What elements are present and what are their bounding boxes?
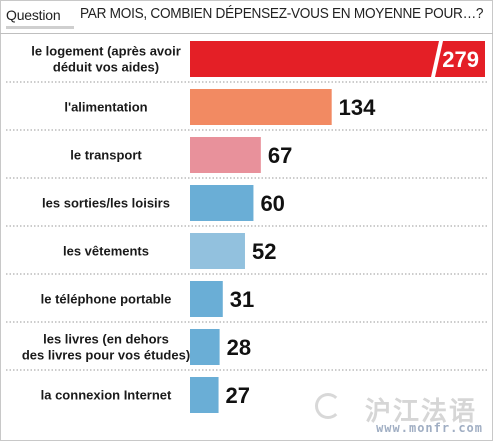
value-label: 52	[252, 239, 276, 264]
category-label: les vêtements	[63, 244, 149, 259]
bar	[190, 281, 223, 317]
watermark-url: www.monfr.com	[376, 421, 483, 435]
category-label: le transport	[70, 148, 142, 163]
bar-row: la connexion Internet 27	[41, 377, 250, 413]
bar-row: le logement (après avoir déduit vos aides…	[6, 41, 487, 83]
category-label: la connexion Internet	[41, 388, 172, 403]
question-label: Question	[6, 7, 61, 23]
value-label: 134	[339, 95, 376, 120]
value-label: 28	[227, 335, 251, 360]
bar	[190, 137, 261, 173]
bar	[190, 185, 254, 221]
value-label: 27	[226, 383, 250, 408]
bar	[190, 89, 332, 125]
value-label: 60	[260, 191, 284, 216]
question-header: Question PAR MOIS, COMBIEN DÉPENSEZ-VOUS…	[0, 0, 493, 34]
bar-row: l'alimentation 134	[6, 89, 487, 131]
bar-row: les vêtements 52	[6, 233, 487, 275]
bar-row: le transport 67	[6, 137, 487, 179]
bar-chart: le logement (après avoir déduit vos aides…	[6, 41, 487, 413]
bar-slash	[431, 41, 443, 77]
value-label: 31	[230, 287, 254, 312]
category-label: le téléphone portable	[41, 292, 172, 307]
category-label: le logement (après avoir déduit vos aides…	[31, 44, 181, 75]
watermark-text: 沪江法语	[364, 397, 477, 427]
bar-row: les sorties/les loisirs 60	[6, 185, 487, 227]
watermark: 沪江法语 www.monfr.com	[307, 391, 487, 435]
bar	[190, 329, 220, 365]
value-label: 279	[442, 47, 479, 72]
bar	[190, 233, 245, 269]
category-label: les livres (en dehors des livres pour vos…	[22, 332, 190, 363]
question-text: PAR MOIS, COMBIEN DÉPENSEZ-VOUS EN MOYEN…	[80, 6, 484, 22]
category-label: les sorties/les loisirs	[42, 196, 170, 211]
bar	[190, 377, 219, 413]
header-divider	[0, 33, 493, 34]
value-label: 67	[268, 143, 292, 168]
question-label-underline	[6, 26, 74, 29]
category-label: l'alimentation	[64, 100, 147, 115]
watermark-logo-icon	[315, 393, 341, 419]
chart-rows: le logement (après avoir déduit vos aides…	[6, 41, 487, 413]
bar-row: le téléphone portable 31	[6, 281, 487, 323]
bar-row: les livres (en dehors des livres pour vos…	[6, 329, 487, 371]
